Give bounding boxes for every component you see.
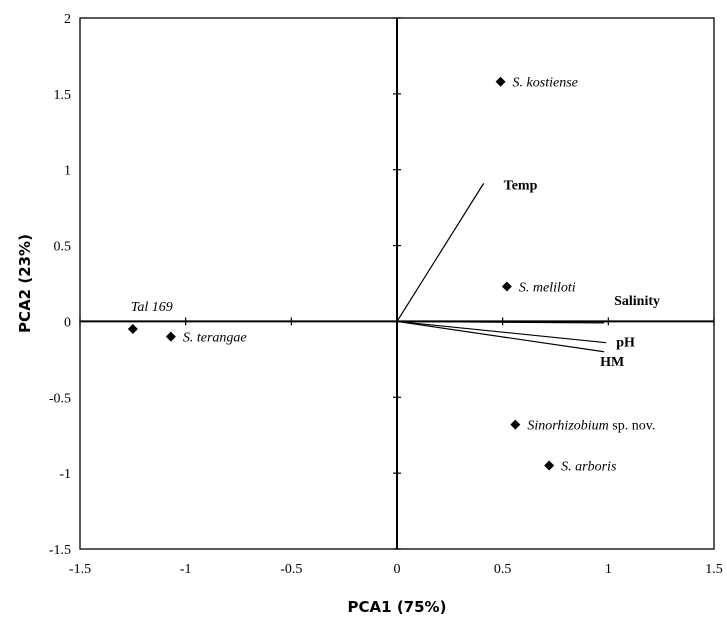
data-point-label: S. meliloti <box>519 281 576 296</box>
data-point-label: Tal 169 <box>131 300 173 315</box>
data-point-label: S. terangae <box>183 331 247 346</box>
tick-labels: -1.5 -1 -0.5 0 0.5 1 1.5 2 1.5 1 0.5 0 -0.5 -1 -1.5 <box>49 12 723 577</box>
data-point-marker <box>127 324 138 335</box>
vector-label-hm: HM <box>600 355 624 370</box>
y-tick-label: -0.5 <box>49 391 71 406</box>
vector-line-hm <box>396 320 605 353</box>
vector-label-ph: pH <box>616 336 635 351</box>
vector-label-salinity: Salinity <box>614 294 660 309</box>
data-point-marker <box>165 331 176 342</box>
y-tick-label: -1 <box>59 467 71 482</box>
vector-line-ph <box>396 320 607 344</box>
plot-axes <box>79 17 715 550</box>
data-point-marker <box>544 460 555 471</box>
data-point-marker <box>495 76 506 87</box>
y-tick-label: 1.5 <box>54 88 72 103</box>
x-axis-title: PCA1 (75%) <box>348 598 447 616</box>
x-tick-label: -0.5 <box>280 562 302 577</box>
x-tick-label: 0.5 <box>494 562 512 577</box>
y-tick-label: 1 <box>64 164 71 179</box>
data-point-label: Sinorhizobium sp. nov. <box>527 419 655 434</box>
loading-vectors: Temp Salinity pH HM <box>396 178 660 370</box>
x-tick-label: 1 <box>605 562 612 577</box>
y-axis-title: PCA2 (23%) <box>16 234 34 333</box>
vector-line-salinity <box>396 320 605 324</box>
vector-line-temp <box>396 183 485 322</box>
data-point-marker <box>510 419 521 430</box>
y-tick-label: -1.5 <box>49 543 71 558</box>
data-point-label-suffix: sp. nov. <box>609 419 656 434</box>
x-tick-label: -1 <box>180 562 192 577</box>
x-tick-label: -1.5 <box>69 562 91 577</box>
y-tick-label: 2 <box>64 12 71 27</box>
data-point-label-genus: Sinorhizobium <box>527 419 608 434</box>
x-tick-label: 0 <box>394 562 401 577</box>
y-tick-label: 0.5 <box>54 240 72 255</box>
data-point-label: S. kostiense <box>513 76 578 91</box>
data-points: Tal 169 S. terangae S. kostiense S. melilot… <box>127 76 655 475</box>
data-point-label: S. arboris <box>561 460 617 475</box>
data-point-marker <box>501 281 512 292</box>
y-tick-label: 0 <box>64 315 71 330</box>
vector-label-temp: Temp <box>504 178 538 193</box>
x-tick-label: 1.5 <box>705 562 723 577</box>
